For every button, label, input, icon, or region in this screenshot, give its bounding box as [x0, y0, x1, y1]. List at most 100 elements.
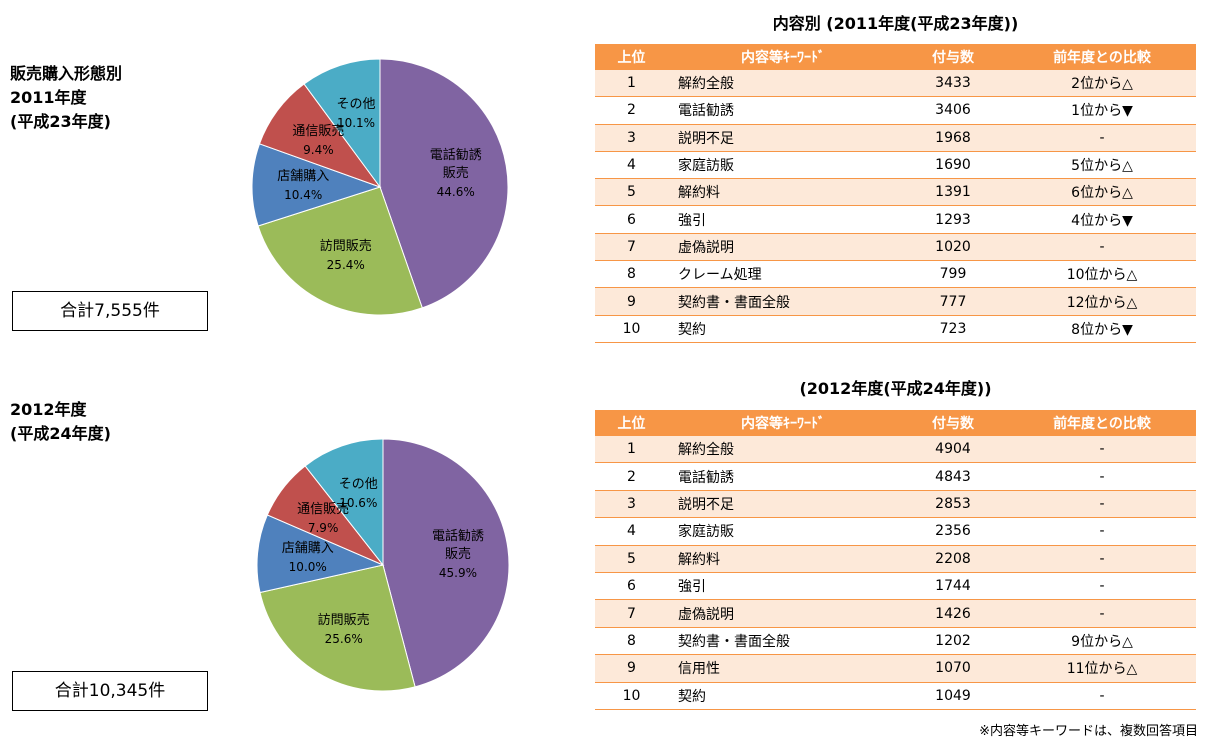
title-line: 販売購入形態別 — [10, 64, 123, 83]
table-cell: - — [1008, 599, 1196, 628]
table-cell: 虚偽説明 — [668, 233, 898, 262]
table-cell: - — [1008, 462, 1196, 491]
table-cell: クレーム処理 — [668, 260, 898, 289]
table-cell: 1293 — [898, 205, 1008, 234]
table-row: 8 契約書・書面全般 1202 9位から△ — [595, 627, 1196, 656]
slice-percent: 10.4% — [284, 187, 323, 202]
table-cell: 強引 — [668, 572, 898, 601]
total-box: 合計7,555件 — [12, 291, 208, 331]
table-cell: 1 — [595, 69, 668, 98]
chart-title: 2012年度 (平成24年度) — [10, 398, 111, 446]
table-cell: 1020 — [898, 233, 1008, 262]
table-cell: 8 — [595, 627, 668, 656]
table-cell: 723 — [898, 315, 1008, 343]
pie-slice — [382, 438, 510, 688]
table-cell: 8 — [595, 260, 668, 289]
slice-label: 訪問販売 25.6% — [315, 612, 373, 648]
table-cell: 5位から△ — [1008, 151, 1196, 180]
slice-category: その他 — [338, 476, 378, 492]
table-cell: 家庭訪販 — [668, 517, 898, 546]
table-row: 10 契約 723 8位から▼ — [595, 315, 1196, 343]
slice-percent: 25.4% — [326, 257, 365, 272]
header-cell: 内容等ｷｰﾜｰﾄﾞ — [668, 410, 898, 436]
table-cell: 2356 — [898, 517, 1008, 546]
title-line: (平成23年度) — [10, 112, 111, 131]
table-cell: 解約料 — [668, 178, 898, 207]
ranking-table: 上位 内容等ｷｰﾜｰﾄﾞ 付与数 前年度との比較 1 解約全般 4904-2 電話勧誘 4843… — [595, 410, 1196, 710]
table-cell: 3433 — [898, 69, 1008, 98]
table-cell: 説明不足 — [668, 490, 898, 519]
table-row: 9 信用性 1070 11位から△ — [595, 654, 1196, 683]
table-cell: 家庭訪販 — [668, 151, 898, 180]
table-cell: 1 — [595, 435, 668, 464]
table-cell: 5 — [595, 178, 668, 207]
pie-slice — [379, 58, 509, 309]
slice-label: 訪問販売 25.4% — [317, 238, 375, 274]
slice-percent: 25.6% — [324, 631, 363, 646]
table-cell: 解約全般 — [668, 69, 898, 98]
slice-label: 店舗購入 10.0% — [279, 540, 337, 576]
table-cell: - — [1008, 435, 1196, 464]
table-cell: 説明不足 — [668, 124, 898, 152]
table-cell: 1位から▼ — [1008, 96, 1196, 125]
table-row: 1 解約全般 4904- — [595, 435, 1196, 464]
table-cell: 1202 — [898, 627, 1008, 656]
slice-percent: 45.9% — [438, 566, 478, 581]
slice-category: 店舗購入 — [277, 168, 330, 184]
table-cell: 1690 — [898, 151, 1008, 180]
table-row: 6 強引 1293 4位から▼ — [595, 205, 1196, 234]
table-cell: - — [1008, 545, 1196, 573]
table-cell: 3 — [595, 490, 668, 519]
table-cell: 6 — [595, 572, 668, 601]
table-cell: 解約料 — [668, 545, 898, 573]
table-cell: - — [1008, 572, 1196, 601]
table-cell: 契約書・書面全般 — [668, 287, 898, 316]
table-row: 2 電話勧誘 3406 1位から▼ — [595, 96, 1196, 125]
table-row: 4 家庭訪販 2356- — [595, 517, 1196, 546]
table-title: 内容別 (2011年度(平成23年度)) — [772, 14, 1019, 33]
table-cell: 4 — [595, 151, 668, 180]
table-cell: 1744 — [898, 572, 1008, 601]
slice-category: 電話勧誘販売 — [431, 529, 484, 563]
pie-slice — [257, 186, 423, 316]
title-line: 2011年度 — [10, 88, 87, 107]
table-row: 4 家庭訪販 1690 5位から△ — [595, 151, 1196, 180]
pie-slice — [251, 143, 382, 227]
table-row: 6 強引 1744- — [595, 572, 1196, 601]
table-cell: 6 — [595, 205, 668, 234]
slice-label: 通信販売 9.4% — [289, 123, 347, 159]
table-row: 5 解約料 1391 6位から△ — [595, 178, 1196, 207]
pie-slice — [304, 438, 384, 567]
table-cell: 電話勧誘 — [668, 462, 898, 491]
table-cell: 2位から△ — [1008, 69, 1196, 98]
title-line: (平成24年度) — [10, 424, 111, 443]
slice-category: 訪問販売 — [319, 238, 372, 254]
table-cell: - — [1008, 517, 1196, 546]
header-row: 上位 内容等ｷｰﾜｰﾄﾞ 付与数 前年度との比較 — [595, 410, 1196, 436]
table-cell: 1070 — [898, 654, 1008, 683]
table-cell: 799 — [898, 260, 1008, 289]
table-cell: 1391 — [898, 178, 1008, 207]
slice-label: その他 10.1% — [327, 96, 385, 132]
table-cell: 信用性 — [668, 654, 898, 683]
footnote: ※内容等キーワードは、複数回答項目 — [979, 724, 1198, 739]
pie-charts — [251, 58, 510, 692]
slice-category: 店舗購入 — [281, 540, 334, 556]
table-title: (2012年度(平成24年度)) — [799, 379, 992, 398]
chart-title: 販売購入形態別 2011年度 (平成23年度) — [10, 62, 122, 134]
header-cell: 上位 — [595, 44, 668, 70]
table-cell: 1426 — [898, 599, 1008, 628]
header-cell: 前年度との比較 — [1008, 410, 1196, 436]
slice-category: 訪問販売 — [317, 612, 370, 628]
slice-category: 通信販売 — [297, 501, 350, 517]
slice-category: 電話勧誘販売 — [429, 148, 482, 182]
table-cell: 1968 — [898, 124, 1008, 152]
header-cell: 前年度との比較 — [1008, 44, 1196, 70]
table-cell: 4843 — [898, 462, 1008, 491]
table-cell: 契約 — [668, 315, 898, 343]
table-cell: 2 — [595, 462, 668, 491]
table-row: 10 契約 1049- — [595, 682, 1196, 710]
pie-slice — [303, 58, 381, 189]
title-line: 2012年度 — [10, 400, 87, 419]
